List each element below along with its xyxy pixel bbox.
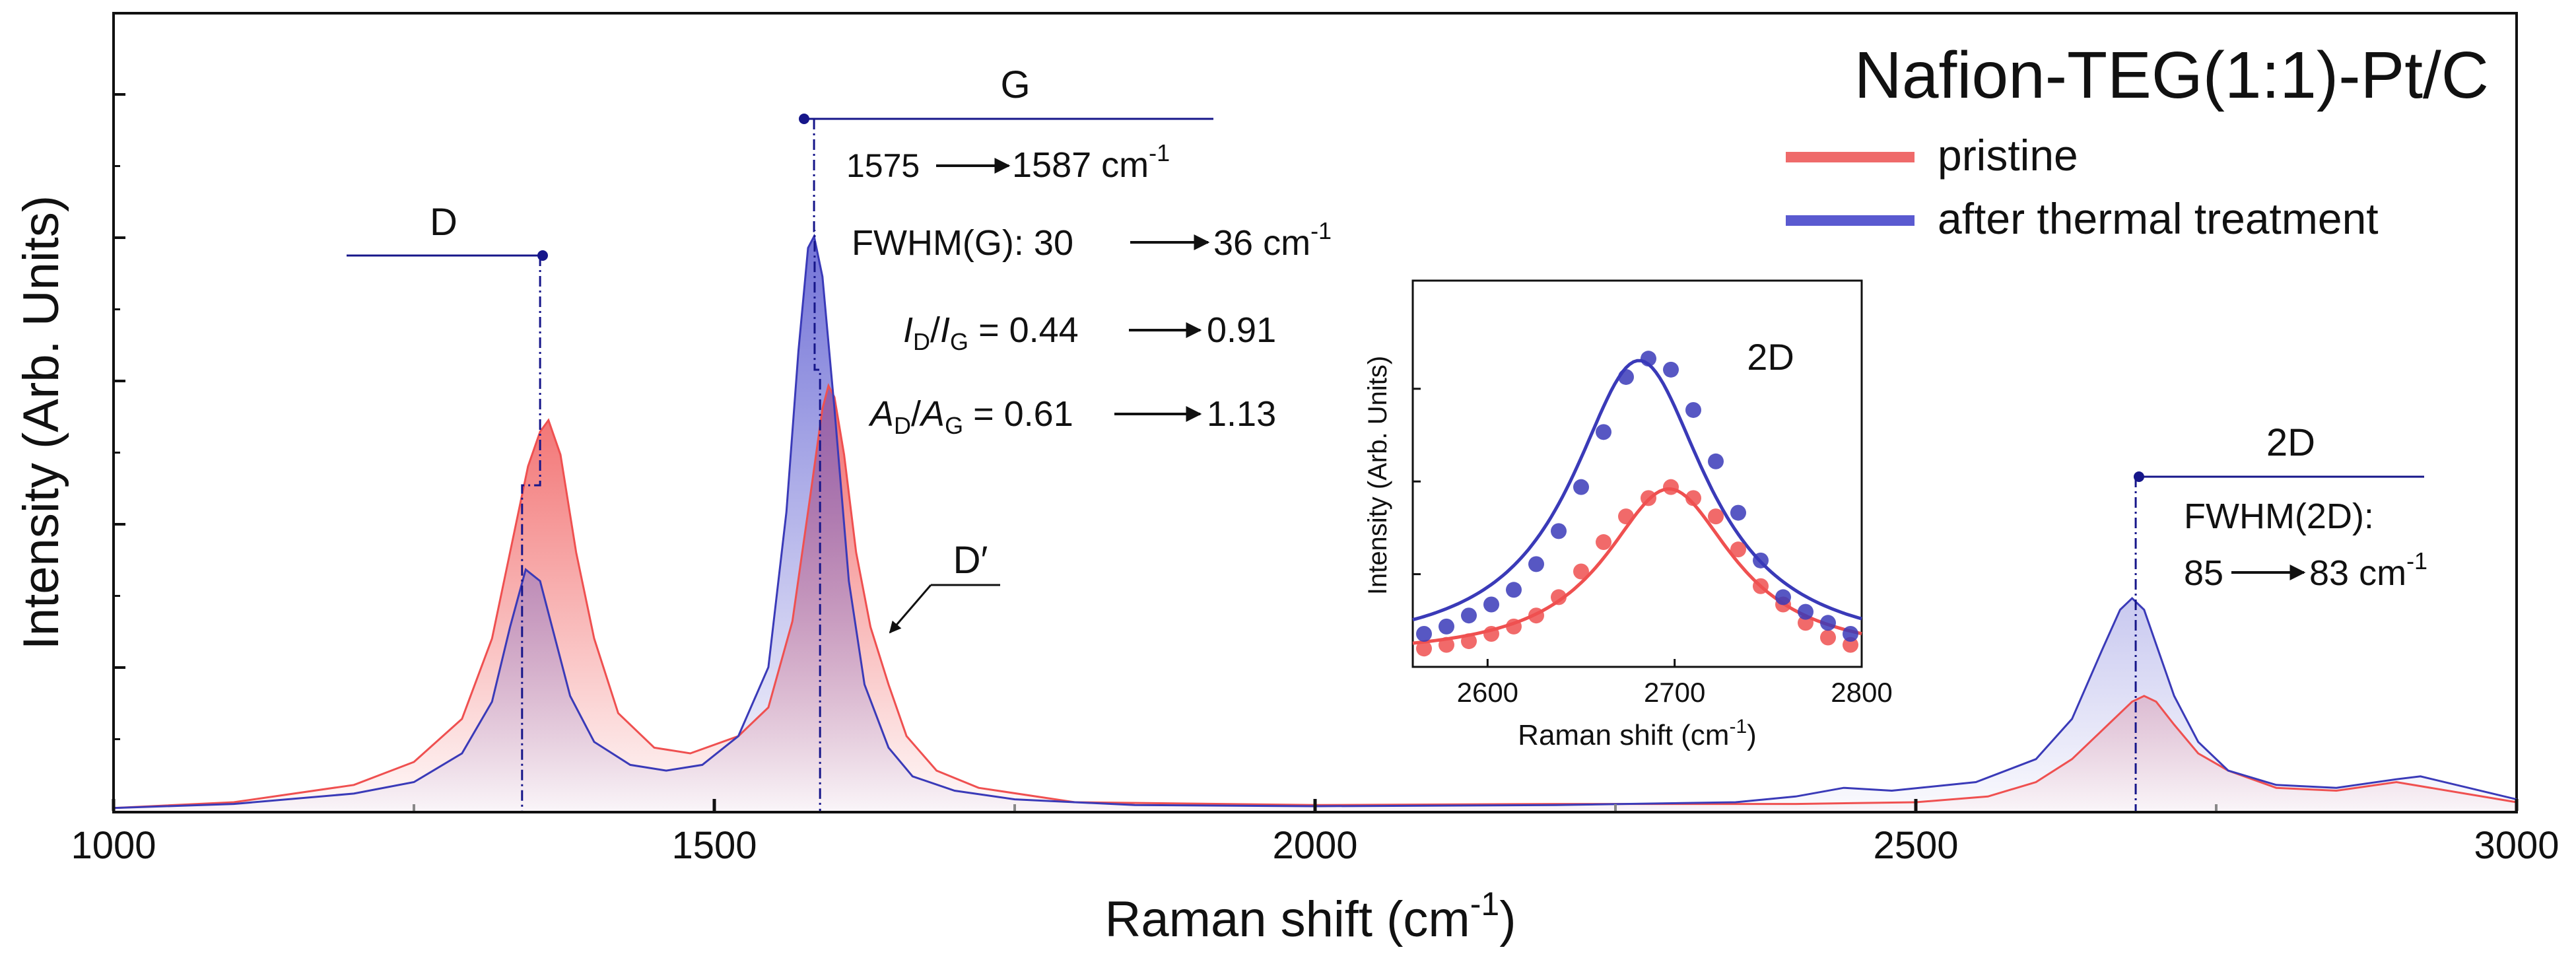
inset-points bbox=[1416, 351, 1858, 657]
fwhm-2d-title: FWHM(2D): bbox=[2184, 497, 2374, 536]
inset-point-pristine bbox=[1685, 490, 1701, 506]
x-tick-label: 1000 bbox=[71, 824, 156, 867]
svg-text:1575: 1575 bbox=[846, 147, 920, 184]
plot-frame bbox=[112, 12, 2518, 813]
chart-title: Nafion-TEG(1:1)-Pt/C bbox=[1854, 38, 2489, 112]
legend-label-treated: after thermal treatment bbox=[1938, 194, 2379, 243]
inset-point-pristine bbox=[1528, 607, 1544, 624]
svg-text:FWHM(G): 30: FWHM(G): 30 bbox=[852, 223, 1073, 263]
inset-point-treated bbox=[1439, 618, 1454, 635]
inset-x-tick-label: 2700 bbox=[1644, 677, 1705, 708]
inset-y-axis-label: Intensity (Arb. Units) bbox=[1363, 356, 1392, 595]
inset-label-2d: 2D bbox=[1747, 336, 1794, 378]
inset-point-treated bbox=[1685, 401, 1701, 418]
fwhm-2d-to: 83 cm-1 bbox=[2309, 547, 2427, 593]
inset-point-pristine bbox=[1820, 629, 1836, 646]
inset-point-pristine bbox=[1641, 490, 1656, 506]
inset-point-pristine bbox=[1439, 637, 1454, 653]
inset-point-treated bbox=[1843, 625, 1858, 642]
annotation-d: D bbox=[347, 201, 548, 261]
inset-x-tick-label: 2600 bbox=[1457, 677, 1518, 708]
inset-point-pristine bbox=[1506, 618, 1522, 635]
inset-point-pristine bbox=[1416, 640, 1432, 657]
svg-text:AD/AG = 0.61: AD/AG = 0.61 bbox=[868, 394, 1073, 439]
label-g: G bbox=[1000, 63, 1030, 106]
inset-point-treated bbox=[1708, 453, 1724, 469]
line-pristine bbox=[113, 383, 2517, 809]
inset-x-axis-label: Raman shift (cm-1) bbox=[1518, 716, 1757, 751]
inset-point-treated bbox=[1551, 523, 1567, 539]
svg-text:ID/IG = 0.44: ID/IG = 0.44 bbox=[903, 310, 1079, 355]
inset-point-pristine bbox=[1798, 615, 1813, 631]
peak-line-g bbox=[813, 119, 821, 811]
fwhm-2d-from: 85 bbox=[2184, 553, 2223, 593]
x-tick-label: 1500 bbox=[671, 824, 757, 867]
inset-point-treated bbox=[1506, 582, 1522, 598]
inset-point-pristine bbox=[1573, 563, 1589, 580]
fwhm-g-text: FWHM(G): 30 36 cm-1 bbox=[852, 217, 1332, 263]
ad-ag-ratio-text: AD/AG = 0.61 1.13 bbox=[868, 394, 1276, 439]
inset-point-treated bbox=[1461, 607, 1477, 624]
label-d: D bbox=[430, 201, 458, 244]
inset-point-treated bbox=[1641, 351, 1656, 367]
inset-point-treated bbox=[1730, 504, 1746, 521]
annotation-g: G bbox=[799, 63, 1213, 124]
inset-point-treated bbox=[1596, 424, 1611, 440]
inset-ticks: 2600 2700 2800 bbox=[1413, 388, 1893, 708]
legend: pristine after thermal treatment bbox=[1786, 131, 2379, 243]
inset-point-pristine bbox=[1618, 508, 1634, 525]
inset-point-treated bbox=[1775, 589, 1791, 605]
svg-text:1587 cm-1: 1587 cm-1 bbox=[1012, 139, 1170, 185]
line-treated bbox=[113, 233, 2517, 809]
inset-point-pristine bbox=[1551, 589, 1567, 605]
x-tick-label: 2500 bbox=[1873, 824, 1958, 867]
x-ticks: 1000 1500 2000 2500 3000 bbox=[71, 799, 2559, 867]
inset-point-pristine bbox=[1663, 479, 1679, 495]
inset-point-pristine bbox=[1753, 578, 1769, 594]
x-tick-label: 3000 bbox=[2474, 824, 2559, 867]
inset-point-treated bbox=[1663, 361, 1679, 378]
inset-point-pristine bbox=[1596, 534, 1611, 551]
main-lines bbox=[113, 233, 2517, 809]
x-axis-label: Raman shift (cm-1) bbox=[1104, 885, 1516, 947]
peak-lines bbox=[521, 119, 2137, 811]
annotation-d-prime: D′ bbox=[889, 539, 1000, 634]
g-shift-text: 1575 1587 cm-1 bbox=[846, 139, 1170, 185]
svg-text:36 cm-1: 36 cm-1 bbox=[1213, 217, 1332, 263]
y-axis-label: Intensity (Arb. Units) bbox=[13, 195, 69, 650]
inset-point-pristine bbox=[1708, 508, 1724, 525]
inset-point-treated bbox=[1798, 603, 1813, 620]
x-tick-label: 2000 bbox=[1272, 824, 1357, 867]
inset-x-tick-label: 2800 bbox=[1831, 677, 1892, 708]
inset-point-treated bbox=[1416, 625, 1432, 642]
inset-point-treated bbox=[1753, 552, 1769, 568]
svg-text:0.91: 0.91 bbox=[1207, 310, 1276, 350]
label-2d: 2D bbox=[2266, 421, 2315, 464]
inset-chart: 2600 2700 2800 2D Raman shift (cm-1) Inten… bbox=[1363, 279, 1893, 751]
inset-fit-treated bbox=[1412, 359, 1862, 622]
peak-line-d bbox=[521, 256, 541, 811]
inset-point-treated bbox=[1528, 556, 1544, 572]
inset-point-treated bbox=[1618, 368, 1634, 385]
label-d-prime: D′ bbox=[953, 539, 988, 582]
id-ig-ratio-text: ID/IG = 0.44 0.91 bbox=[903, 310, 1276, 355]
y-ticks bbox=[114, 93, 125, 740]
inset-point-treated bbox=[1820, 615, 1836, 631]
inset-point-pristine bbox=[1843, 637, 1858, 653]
inset-point-pristine bbox=[1483, 625, 1499, 642]
svg-text:1.13: 1.13 bbox=[1207, 394, 1276, 434]
annotation-2d: 2D FWHM(2D): 85 83 cm-1 bbox=[2134, 421, 2427, 593]
inset-point-treated bbox=[1483, 596, 1499, 613]
inset-point-pristine bbox=[1730, 541, 1746, 558]
main-fills bbox=[114, 236, 2517, 811]
inset-point-treated bbox=[1573, 479, 1589, 495]
inset-point-pristine bbox=[1461, 633, 1477, 650]
legend-label-pristine: pristine bbox=[1938, 131, 2078, 180]
